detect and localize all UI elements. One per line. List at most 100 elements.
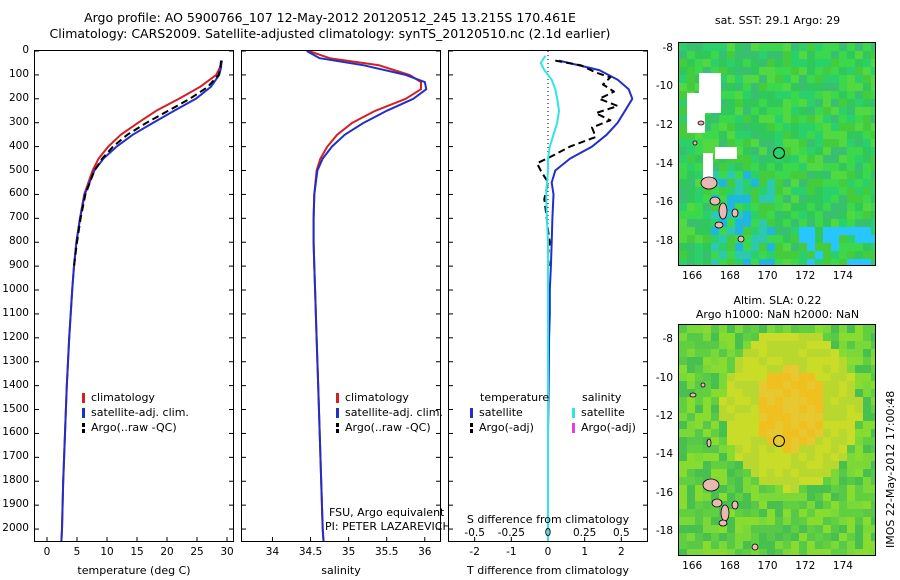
map-cell [871, 477, 875, 485]
map-cell [711, 43, 719, 51]
map-cell [783, 493, 791, 501]
map-cell [831, 421, 839, 429]
map-cell [727, 227, 735, 235]
map-cell [823, 187, 831, 195]
map-cell [791, 75, 799, 83]
map-cell [783, 99, 791, 107]
map-cell [823, 251, 831, 259]
map-cell [711, 397, 719, 405]
map-cell [743, 501, 751, 509]
map-cell [767, 59, 775, 67]
map-cell [759, 501, 767, 509]
map-cell [703, 243, 711, 251]
map-cell [799, 67, 807, 75]
map-cell [839, 179, 847, 187]
map-cell [815, 485, 823, 493]
map-cell [791, 83, 799, 91]
map-cell [783, 211, 791, 219]
map-cell [783, 477, 791, 485]
map-cell [863, 533, 871, 541]
map-cell [743, 123, 751, 131]
map-cell [695, 413, 703, 421]
map-cell [751, 525, 759, 533]
map-cell [703, 259, 711, 265]
map-cell [679, 83, 687, 91]
map-cell [831, 501, 839, 509]
map-cell [751, 445, 759, 453]
map-cell [855, 469, 863, 477]
map-cell [871, 171, 875, 179]
map-cell [687, 211, 695, 219]
map-cell [751, 477, 759, 485]
map-cell [871, 43, 875, 51]
legend-temp-header: temperature [480, 391, 550, 404]
map-cell [831, 75, 839, 83]
map-cell [831, 107, 839, 115]
map-cell [679, 501, 687, 509]
map-cell [791, 251, 799, 259]
map-cell [871, 397, 875, 405]
map-cell [847, 341, 855, 349]
map-cell [831, 373, 839, 381]
map-cell [775, 115, 783, 123]
map-cell [687, 517, 695, 525]
map-cell [767, 517, 775, 525]
map-cell [855, 477, 863, 485]
map-cell [847, 163, 855, 171]
map-cell [687, 357, 695, 365]
map-cell [863, 43, 871, 51]
map-cell [871, 123, 875, 131]
map-cell [743, 413, 751, 421]
map-cell [839, 219, 847, 227]
map-cell [759, 413, 767, 421]
map-cell [759, 333, 767, 341]
map-cell [855, 365, 863, 373]
map-cell [775, 235, 783, 243]
map-cell [847, 107, 855, 115]
map-cell [863, 227, 871, 235]
map-cell [807, 341, 815, 349]
map-cell [799, 147, 807, 155]
map-cell [719, 357, 727, 365]
map-cell [839, 155, 847, 163]
map-cell [823, 469, 831, 477]
map-cell [775, 477, 783, 485]
map-cell [767, 91, 775, 99]
map-cell [719, 91, 727, 99]
map-cell [791, 155, 799, 163]
map-cell [839, 333, 847, 341]
map-cell [695, 179, 703, 187]
map-cell [855, 349, 863, 357]
map-cell [799, 365, 807, 373]
map-cell [775, 83, 783, 91]
map-cell [767, 469, 775, 477]
map-cell [759, 83, 767, 91]
map-cell [687, 485, 695, 493]
map-cell [751, 227, 759, 235]
map-cell [735, 397, 743, 405]
map-cell [871, 437, 875, 445]
series-line-satellite-adj-clim- [306, 51, 428, 541]
map-cell [727, 365, 735, 373]
depth-tick-label: 1200 [2, 330, 29, 343]
map-cell [855, 227, 863, 235]
map-cell [703, 187, 711, 195]
map-cell [759, 525, 767, 533]
map-cell [687, 75, 695, 83]
map-cell [783, 203, 791, 211]
map-cell [703, 131, 711, 139]
depth-tick-label: 1100 [2, 306, 29, 319]
map-cell [735, 123, 743, 131]
map-cell [791, 227, 799, 235]
map-cell [871, 107, 875, 115]
map-cell [719, 187, 727, 195]
map-cell [791, 147, 799, 155]
map-cell [687, 179, 695, 187]
map-cell [735, 445, 743, 453]
map-cell [863, 549, 871, 555]
map-cell [839, 477, 847, 485]
map-cell [703, 235, 711, 243]
map-cell [687, 437, 695, 445]
depth-tick-label: 1300 [2, 354, 29, 367]
map-cell [871, 389, 875, 397]
